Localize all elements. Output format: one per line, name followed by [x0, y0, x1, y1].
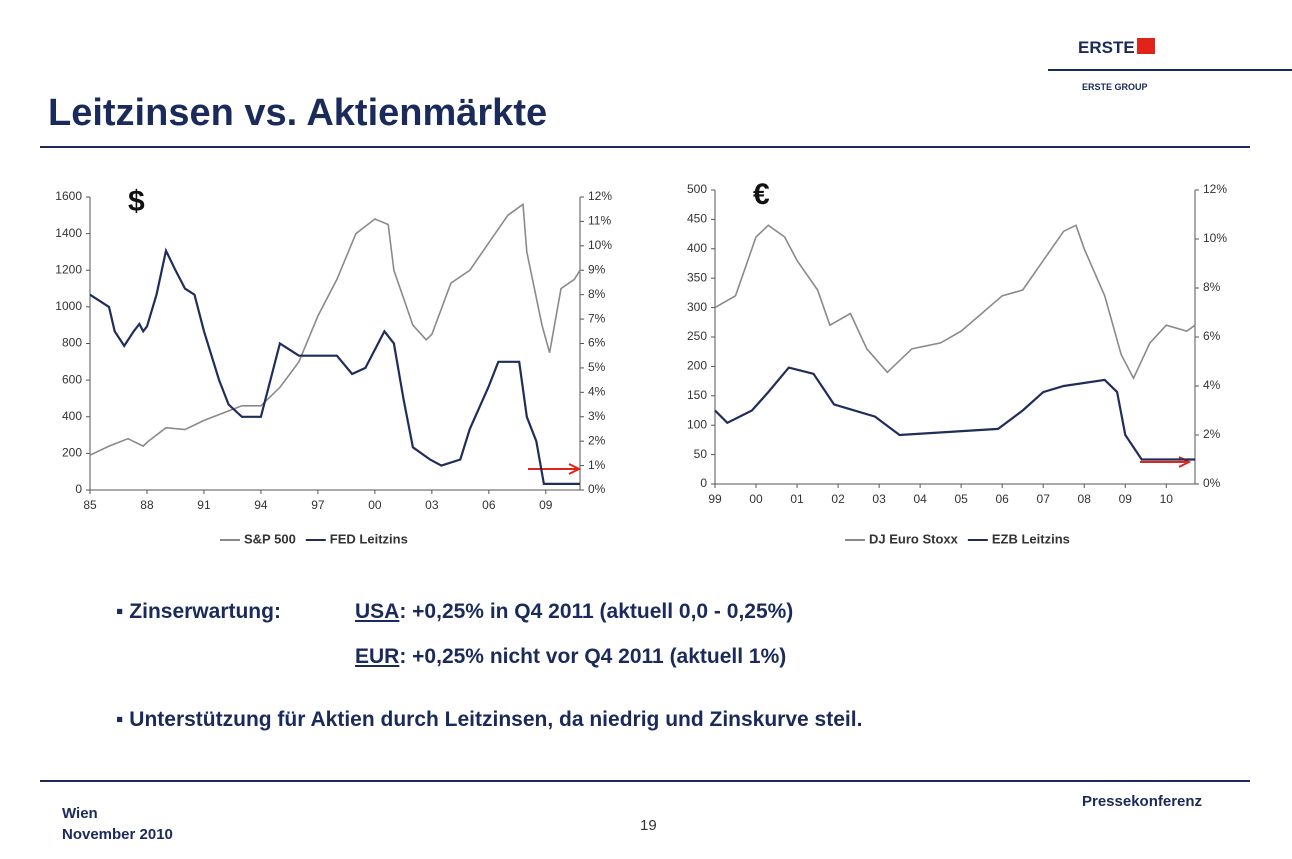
logo: ERSTE: [1078, 38, 1135, 57]
series-line: [714, 224, 1196, 381]
legend-label: EZB Leitzins: [992, 531, 1070, 546]
y2-tick-label: 12%: [588, 189, 612, 203]
rule: [1048, 69, 1292, 71]
rule: [40, 146, 1250, 148]
y-tick-label: 1000: [55, 299, 82, 313]
x-tick-label: 01: [790, 492, 804, 506]
series-line: [89, 202, 581, 456]
y2-tick-label: 5%: [588, 360, 606, 374]
y-tick-label: 350: [687, 270, 707, 284]
footer-event: Pressekonferenz: [1082, 793, 1203, 810]
slide-title: Leitzinsen vs. Aktienmärkte: [48, 92, 548, 134]
y-tick-label: 400: [687, 241, 707, 255]
footer-place: Wien: [62, 805, 98, 822]
y-tick-label: 100: [687, 417, 707, 431]
bullet-lead: Unterstützung für Aktien durch Leitzinse…: [129, 708, 863, 731]
y-tick-label: 1200: [55, 262, 82, 276]
logo-icon: [1137, 38, 1155, 54]
currency-label: €: [753, 178, 770, 211]
y2-tick-label: 10%: [588, 238, 612, 252]
bullet-item: USA: +0,25% in Q4 2011 (aktuell 0,0 - 0,…: [355, 600, 793, 624]
x-tick-label: 94: [254, 498, 268, 512]
y-tick-label: 50: [694, 447, 708, 461]
x-tick-label: 09: [1119, 492, 1133, 506]
y-tick-label: 600: [62, 372, 82, 386]
region: USA: [355, 600, 400, 623]
y-tick-label: 0: [75, 482, 82, 496]
x-tick-label: 88: [140, 498, 154, 512]
bullet-text: : +0,25% nicht vor Q4 2011 (aktuell 1%): [399, 645, 787, 668]
y2-tick-label: 1%: [588, 458, 606, 472]
y-tick-label: 400: [62, 409, 82, 423]
series-line: [714, 366, 1195, 461]
arrow: [528, 463, 582, 475]
x-tick-label: 07: [1037, 492, 1051, 506]
y2-tick-label: 0%: [588, 482, 606, 496]
x-tick-label: 06: [995, 492, 1009, 506]
x-tick-label: 91: [197, 498, 211, 512]
x-tick-label: 09: [539, 498, 553, 512]
region: EUR: [355, 645, 400, 668]
y2-tick-label: 11%: [588, 214, 611, 228]
y-tick-label: 1600: [55, 189, 82, 203]
y-tick-label: 200: [687, 359, 707, 373]
legend-label: DJ Euro Stoxx: [869, 531, 959, 546]
x-tick-label: 04: [913, 492, 927, 506]
y-tick-label: 450: [687, 212, 707, 226]
x-tick-label: 02: [831, 492, 845, 506]
logo-group: ERSTE GROUP: [1082, 82, 1148, 92]
x-tick-label: 00: [368, 498, 382, 512]
bullet: ▪ Unterstützung für Aktien durch Leitzin…: [116, 708, 863, 731]
y-tick-label: 800: [62, 336, 82, 350]
x-tick-label: 97: [311, 498, 325, 512]
y2-tick-label: 6%: [588, 336, 606, 350]
y-tick-label: 150: [687, 388, 707, 402]
bullet: ▪ Zinserwartung:: [116, 600, 281, 623]
y2-tick-label: 6%: [1203, 329, 1221, 343]
rule: [40, 780, 1250, 782]
y2-tick-label: 8%: [588, 287, 606, 301]
bullet-lead: Zinserwartung:: [129, 600, 281, 623]
bullet-item: EUR: +0,25% nicht vor Q4 2011 (aktuell 1…: [355, 645, 786, 669]
x-tick-label: 03: [425, 498, 439, 512]
y2-tick-label: 12%: [1203, 182, 1227, 196]
series-line: [89, 247, 580, 485]
y2-tick-label: 2%: [1203, 427, 1221, 441]
y2-tick-label: 2%: [588, 433, 606, 447]
currency-label: $: [128, 185, 145, 218]
legend-label: FED Leitzins: [330, 531, 408, 546]
charts: 020040060080010001200140016000%1%2%3%4%5…: [55, 178, 1227, 547]
x-tick-label: 06: [482, 498, 496, 512]
x-tick-label: 05: [954, 492, 968, 506]
x-tick-label: 10: [1160, 492, 1174, 506]
y2-tick-label: 0%: [1203, 476, 1221, 490]
y-tick-label: 0: [700, 476, 707, 490]
y2-tick-label: 10%: [1203, 231, 1227, 245]
y2-tick-label: 7%: [588, 311, 606, 325]
footer-date: November 2010: [62, 826, 173, 843]
bullet-text: : +0,25% in Q4 2011 (aktuell 0,0 - 0,25%…: [399, 600, 794, 623]
y2-tick-label: 4%: [588, 385, 606, 399]
y-tick-label: 300: [687, 300, 707, 314]
x-tick-label: 99: [708, 492, 722, 506]
y-tick-label: 250: [687, 329, 707, 343]
y2-tick-label: 3%: [588, 409, 606, 423]
x-tick-label: 85: [83, 498, 97, 512]
x-tick-label: 03: [872, 492, 886, 506]
y-tick-label: 1400: [55, 226, 82, 240]
x-tick-label: 08: [1078, 492, 1092, 506]
page-number: 19: [640, 817, 657, 834]
y2-tick-label: 8%: [1203, 280, 1221, 294]
y-tick-label: 200: [62, 446, 82, 460]
y2-tick-label: 4%: [1203, 378, 1221, 392]
x-tick-label: 00: [749, 492, 763, 506]
y2-tick-label: 9%: [588, 262, 606, 276]
legend-label: S&P 500: [244, 531, 296, 546]
y-tick-label: 500: [687, 182, 707, 196]
